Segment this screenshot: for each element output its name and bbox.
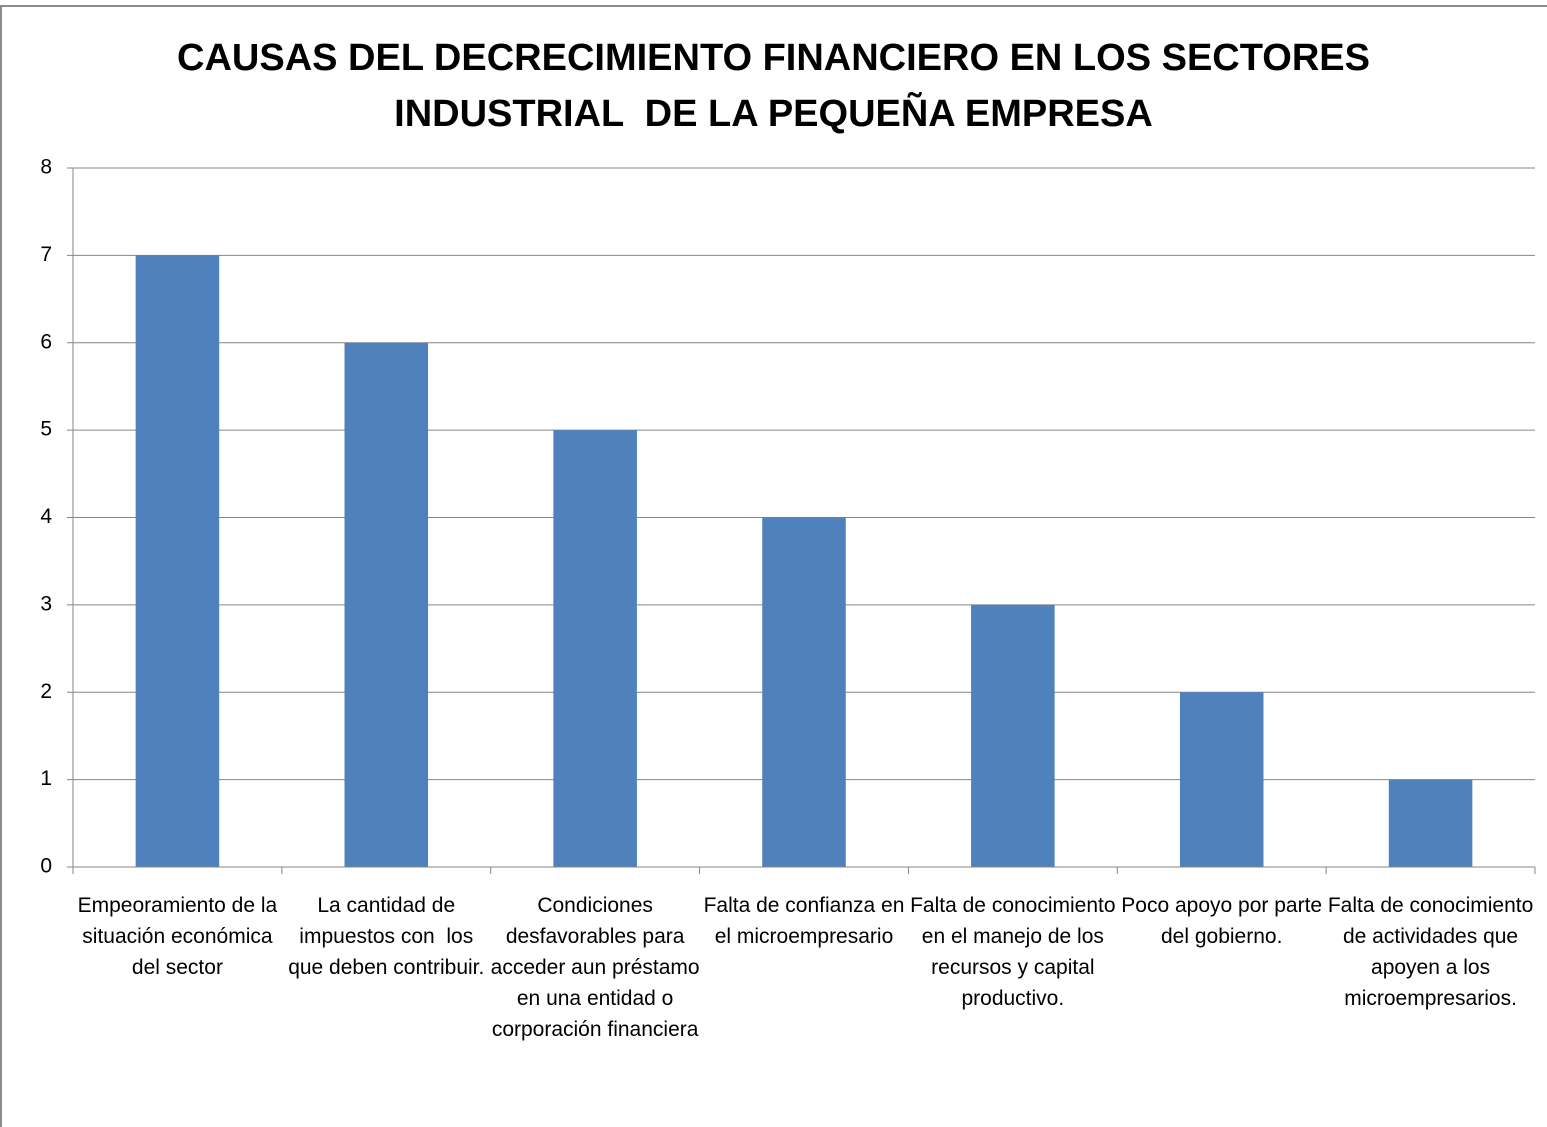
bar <box>344 342 429 867</box>
y-tick-label: 6 <box>40 330 52 353</box>
bar <box>971 604 1055 867</box>
bar <box>553 430 637 867</box>
y-tick-label: 3 <box>40 592 52 615</box>
bar <box>762 517 846 867</box>
bar <box>1179 692 1264 867</box>
x-tick-label: Condiciones desfavorables para acceder a… <box>490 894 706 1041</box>
y-tick-label: 7 <box>40 243 52 266</box>
chart-border <box>0 5 1547 1127</box>
y-tick-label: 5 <box>40 418 52 441</box>
y-tick-label: 1 <box>40 767 52 790</box>
y-tick-label: 4 <box>40 505 52 528</box>
bar <box>1388 779 1473 867</box>
y-tick-label: 2 <box>40 680 52 703</box>
bar <box>135 255 220 867</box>
y-tick-label: 0 <box>40 855 52 878</box>
x-tick-label: Empeoramiento de la situación económica … <box>77 894 284 979</box>
chart-title: CAUSAS DEL DECRECIMIENTO FINANCIERO EN L… <box>177 37 1370 135</box>
x-tick-label: Falta de conocimiento en el manejo de lo… <box>910 894 1122 1010</box>
x-tick-label: Falta de conocimiento de actividades que… <box>1327 894 1540 1010</box>
y-tick-label: 8 <box>40 156 52 179</box>
x-tick-label: Falta de confianza en el microempresario <box>703 894 911 948</box>
x-tick-label: Poco apoyo por parte del gobierno. <box>1121 894 1328 948</box>
x-tick-label: La cantidad de impuestos con los que deb… <box>288 894 485 979</box>
